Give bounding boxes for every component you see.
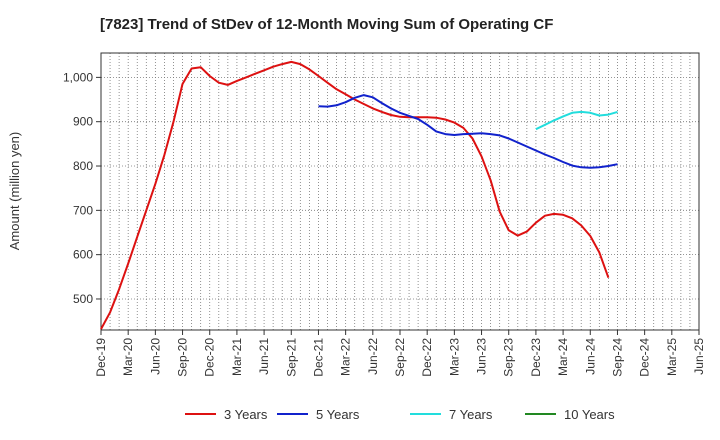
y-tick-label: 500 (73, 292, 93, 306)
series-line-3-years (100, 60, 610, 330)
y-axis: 500 600 700 800 900 1,000 (63, 70, 101, 306)
x-tick-label: Sep-24 (610, 338, 624, 377)
series-lines (100, 60, 618, 330)
x-tick-label: Dec-21 (311, 338, 325, 377)
y-tick-label: 900 (73, 115, 93, 129)
x-tick-label: Jun-24 (583, 338, 597, 375)
x-tick-label: Mar-22 (339, 338, 353, 376)
y-tick-label: 700 (73, 203, 93, 217)
series-line-7-years (535, 110, 618, 131)
x-tick-label: Sep-21 (284, 338, 298, 377)
x-tick-label: Sep-20 (176, 338, 190, 377)
x-tick-label: Mar-21 (230, 338, 244, 376)
x-tick-label: Mar-20 (121, 338, 135, 376)
legend: 3 Years 5 Years 7 Years 10 Years (185, 407, 615, 422)
x-tick-label: Mar-25 (665, 338, 679, 376)
x-axis: Dec-19 Mar-20 Jun-20 Sep-20 Dec-20 Mar-21 Jun-… (94, 330, 706, 377)
y-axis-label: Amount (million yen) (7, 132, 22, 251)
grid (101, 53, 699, 330)
x-tick-label: Jun-20 (148, 338, 162, 375)
x-tick-label: Mar-23 (447, 338, 461, 376)
legend-label: 7 Years (449, 407, 493, 422)
y-tick-label: 1,000 (63, 70, 93, 84)
x-tick-label: Jun-22 (366, 338, 380, 375)
y-tick-label: 800 (73, 159, 93, 173)
legend-label: 3 Years (224, 407, 268, 422)
x-tick-label: Dec-20 (203, 338, 217, 377)
x-tick-label: Jun-23 (475, 338, 489, 375)
series-line-5-years (318, 94, 618, 169)
legend-label: 5 Years (316, 407, 360, 422)
x-tick-label: Dec-22 (420, 338, 434, 377)
y-tick-label: 600 (73, 248, 93, 262)
x-tick-label: Mar-24 (556, 338, 570, 376)
legend-label: 10 Years (564, 407, 615, 422)
x-tick-label: Jun-21 (257, 338, 271, 375)
x-tick-label: Sep-23 (502, 338, 516, 377)
chart-title: [7823] Trend of StDev of 12-Month Moving… (100, 16, 553, 33)
x-tick-label: Jun-25 (692, 338, 706, 375)
x-tick-label: Dec-24 (638, 338, 652, 377)
x-tick-label: Dec-19 (94, 338, 108, 377)
x-tick-label: Sep-22 (393, 338, 407, 377)
x-tick-label: Dec-23 (529, 338, 543, 377)
